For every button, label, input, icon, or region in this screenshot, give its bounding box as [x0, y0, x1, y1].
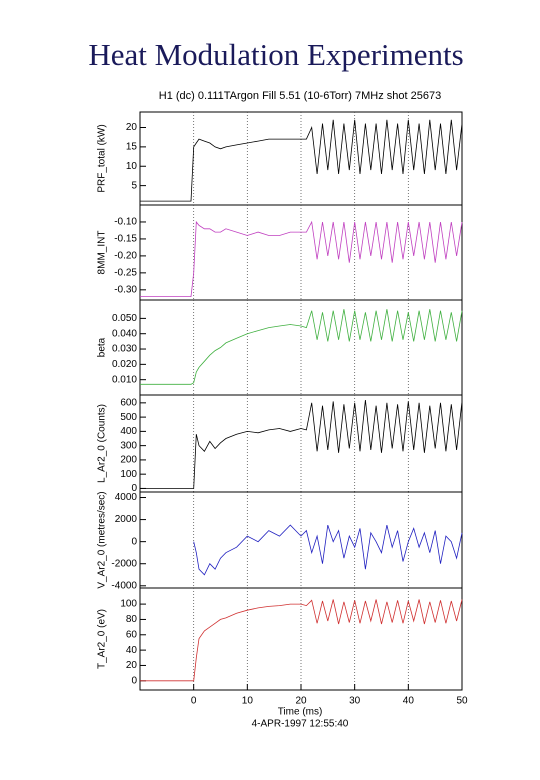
y-tick-label: 0 [131, 536, 137, 547]
y-axis-label: T_Ar2_0 (eV) [97, 609, 108, 669]
series-line [140, 399, 463, 489]
series-line [140, 309, 463, 385]
y-tick-label: 0.040 [112, 328, 137, 339]
y-tick-label: 4000 [115, 492, 138, 503]
y-axis-label: V_Ar2_0 (metres/sec) [97, 491, 108, 588]
series-line [140, 599, 463, 682]
x-tick-label: 20 [295, 696, 307, 707]
y-tick-label: -2000 [111, 558, 137, 569]
y-tick-label: 10 [126, 161, 138, 172]
y-tick-label: 80 [126, 614, 138, 625]
panel-frame [139, 111, 463, 206]
y-tick-label: 15 [126, 142, 138, 153]
y-axis-label: L_Ar2_0 (Counts) [97, 404, 108, 483]
x-tick-label: 30 [349, 696, 361, 707]
y-tick-label: 100 [120, 469, 137, 480]
y-tick-label: 200 [120, 455, 137, 466]
y-axis-label: PRF_total (kW) [97, 124, 108, 192]
y-axis-label: 8MM_INT [97, 231, 108, 275]
chart-footer: 4-APR-1997 12:55:40 [252, 719, 349, 730]
y-tick-label: 0.020 [112, 359, 137, 370]
y-tick-label: -4000 [111, 580, 137, 591]
x-tick-label: 10 [242, 696, 254, 707]
y-tick-label: 2000 [115, 514, 138, 525]
y-tick-label: 5 [131, 180, 137, 191]
y-tick-label: 0 [131, 675, 137, 686]
y-tick-label: 0 [131, 483, 137, 494]
x-tick-label: 40 [403, 696, 415, 707]
y-tick-label: -0.15 [114, 234, 137, 245]
y-tick-label: 20 [126, 122, 138, 133]
panel-frame [139, 299, 463, 396]
chart-header: H1 (dc) 0.111TArgon Fill 5.51 (10-6Torr)… [159, 90, 441, 102]
page-title: Heat Modulation Experiments [88, 37, 463, 72]
y-axis-label: beta [97, 337, 108, 357]
y-tick-label: 400 [120, 426, 137, 437]
series-line [140, 119, 463, 202]
series-line [140, 220, 463, 297]
x-tick-label: 50 [456, 696, 468, 707]
y-tick-label: -0.20 [114, 251, 137, 262]
y-tick-label: -0.10 [114, 217, 137, 228]
y-tick-label: 0.030 [112, 344, 137, 355]
y-tick-label: 600 [120, 397, 137, 408]
y-tick-label: 60 [126, 629, 138, 640]
y-tick-label: 40 [126, 645, 138, 656]
y-tick-label: 0.050 [112, 313, 137, 324]
y-tick-label: 0.010 [112, 374, 137, 385]
y-tick-label: 100 [120, 599, 137, 610]
x-axis-label: Time (ms) [278, 707, 323, 718]
y-tick-label: 300 [120, 440, 137, 451]
series-line [193, 524, 463, 576]
x-tick-label: 0 [191, 696, 197, 707]
y-tick-label: 20 [126, 660, 138, 671]
y-tick-label: -0.25 [114, 267, 137, 278]
y-tick-label: 500 [120, 412, 137, 423]
y-tick-label: -0.30 [114, 284, 137, 295]
panel-frame [139, 204, 463, 301]
